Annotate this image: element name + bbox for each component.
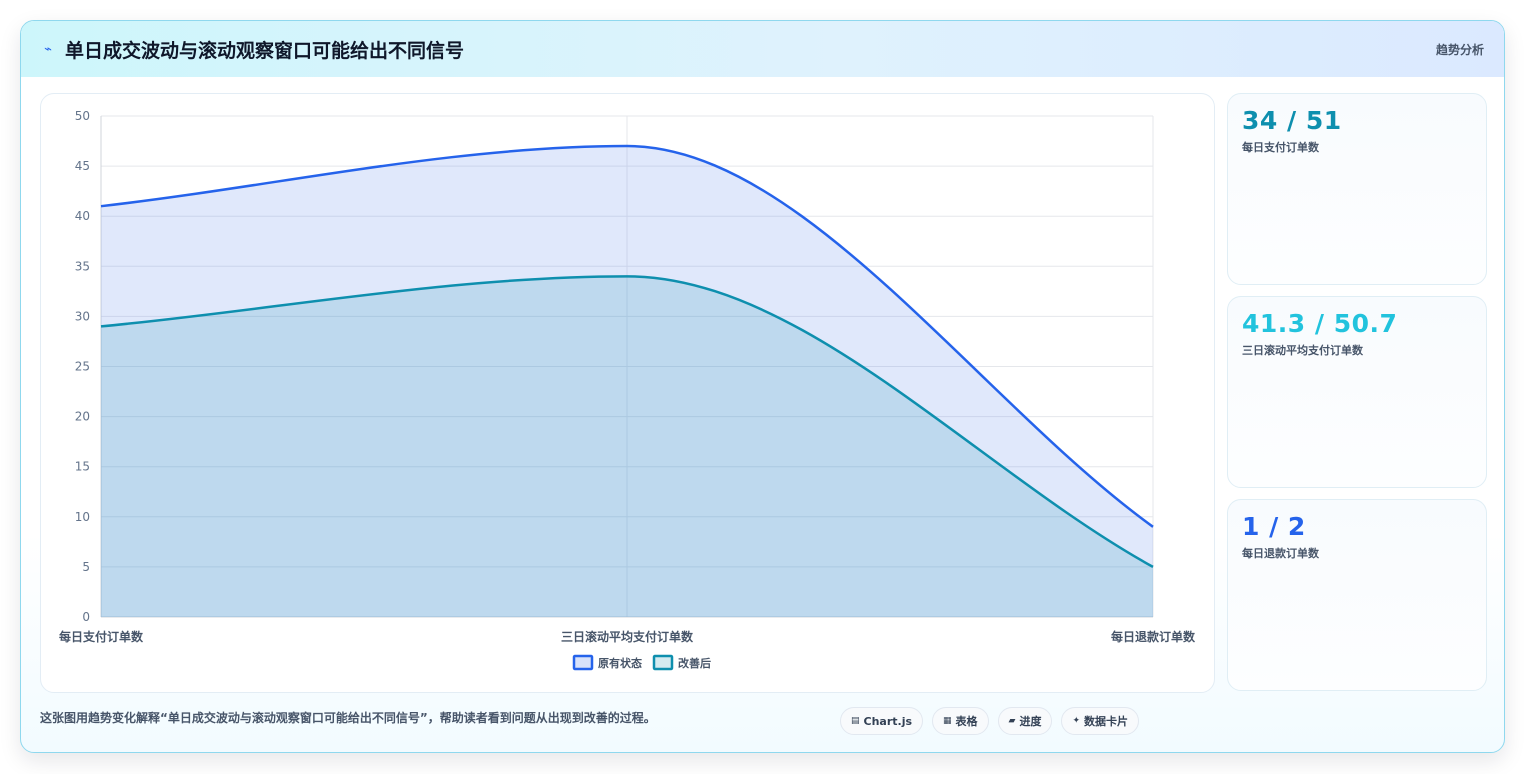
category-tag: 趋势分析 bbox=[1435, 42, 1484, 57]
stat-card-daily-paid: 34 / 51 每日支付订单数 bbox=[1227, 93, 1487, 285]
area-chart: 0 5 10 15 20 25 30 35 40 45 50 每日支付订单数 三日滚动平均支付订单数 每日… bbox=[59, 109, 1196, 671]
sparkle-icon: ✦ bbox=[1072, 716, 1081, 726]
zap-icon: ⌁ bbox=[44, 41, 52, 57]
page-title: 单日成交波动与滚动观察窗口可能给出不同信号 bbox=[65, 39, 465, 62]
x-tick-label: 每日支付订单数 bbox=[59, 629, 144, 644]
chart-panel: 0 5 10 15 20 25 30 35 40 45 50 每日支付订单数 三日滚动平均支付订单数 每日… bbox=[40, 93, 1215, 693]
chip-label: 表格 bbox=[955, 715, 978, 728]
x-tick-label: 每日退款订单数 bbox=[1111, 629, 1196, 644]
y-tick-label: 40 bbox=[75, 209, 90, 223]
stat-value: 34 / 51 bbox=[1242, 106, 1342, 135]
table-icon: ▦ bbox=[943, 716, 952, 726]
y-tick-label: 10 bbox=[75, 510, 90, 524]
stat-value: 1 / 2 bbox=[1242, 512, 1306, 541]
footer-note: 这张图用趋势变化解释“单日成交波动与滚动观察窗口可能给出不同信号”，帮助读者看到… bbox=[40, 711, 656, 725]
y-tick-label: 35 bbox=[75, 259, 90, 273]
chart-icon: ▤ bbox=[851, 716, 860, 726]
y-tick-label: 50 bbox=[75, 109, 90, 123]
stat-label: 三日滚动平均支付订单数 bbox=[1242, 344, 1363, 357]
chart-card: ⌁ 单日成交波动与滚动观察窗口可能给出不同信号 趋势分析 0 5 10 15 20 25 3… bbox=[20, 20, 1505, 753]
stat-value: 41.3 / 50.7 bbox=[1242, 309, 1398, 338]
series-line bbox=[100, 275, 1154, 568]
legend-swatch bbox=[652, 654, 674, 671]
stat-card-refunds: 1 / 2 每日退款订单数 bbox=[1227, 499, 1487, 691]
y-tick-label: 45 bbox=[75, 159, 90, 173]
chip-label: 数据卡片 bbox=[1084, 715, 1129, 728]
chip-data-card[interactable]: ✦ 数据卡片 bbox=[1061, 707, 1140, 735]
chip-chartjs[interactable]: ▤ Chart.js bbox=[840, 707, 924, 735]
stat-card-rolling-avg: 41.3 / 50.7 三日滚动平均支付订单数 bbox=[1227, 296, 1487, 488]
legend-swatch bbox=[572, 654, 594, 671]
series-area bbox=[101, 276, 1153, 617]
chip-label: 进度 bbox=[1019, 715, 1042, 728]
series-area bbox=[101, 146, 1153, 617]
y-tick-label: 15 bbox=[75, 460, 90, 474]
x-tick-label: 三日滚动平均支付订单数 bbox=[561, 629, 694, 644]
chip-table[interactable]: ▦ 表格 bbox=[932, 707, 989, 735]
stat-label: 每日支付订单数 bbox=[1242, 141, 1319, 154]
y-tick-label: 5 bbox=[82, 560, 90, 574]
y-tick-label: 25 bbox=[75, 360, 90, 374]
legend-label: 改善后 bbox=[678, 656, 711, 670]
chip-group: ▤ Chart.js ▦ 表格 ▰ 进度 ✦ 数据卡片 bbox=[840, 707, 1140, 735]
series-line bbox=[100, 144, 1154, 528]
legend-label: 原有状态 bbox=[598, 656, 642, 670]
chip-label: Chart.js bbox=[863, 714, 913, 728]
progress-icon: ▰ bbox=[1008, 716, 1016, 726]
title-wrap: ⌁ 单日成交波动与滚动观察窗口可能给出不同信号 bbox=[41, 36, 464, 63]
y-tick-label: 30 bbox=[75, 309, 90, 323]
y-tick-label: 20 bbox=[75, 410, 90, 424]
chip-progress[interactable]: ▰ 进度 bbox=[997, 707, 1053, 735]
y-tick-label: 0 bbox=[82, 610, 90, 624]
card-header: ⌁ 单日成交波动与滚动观察窗口可能给出不同信号 趋势分析 bbox=[21, 21, 1504, 77]
stat-label: 每日退款订单数 bbox=[1242, 547, 1319, 560]
